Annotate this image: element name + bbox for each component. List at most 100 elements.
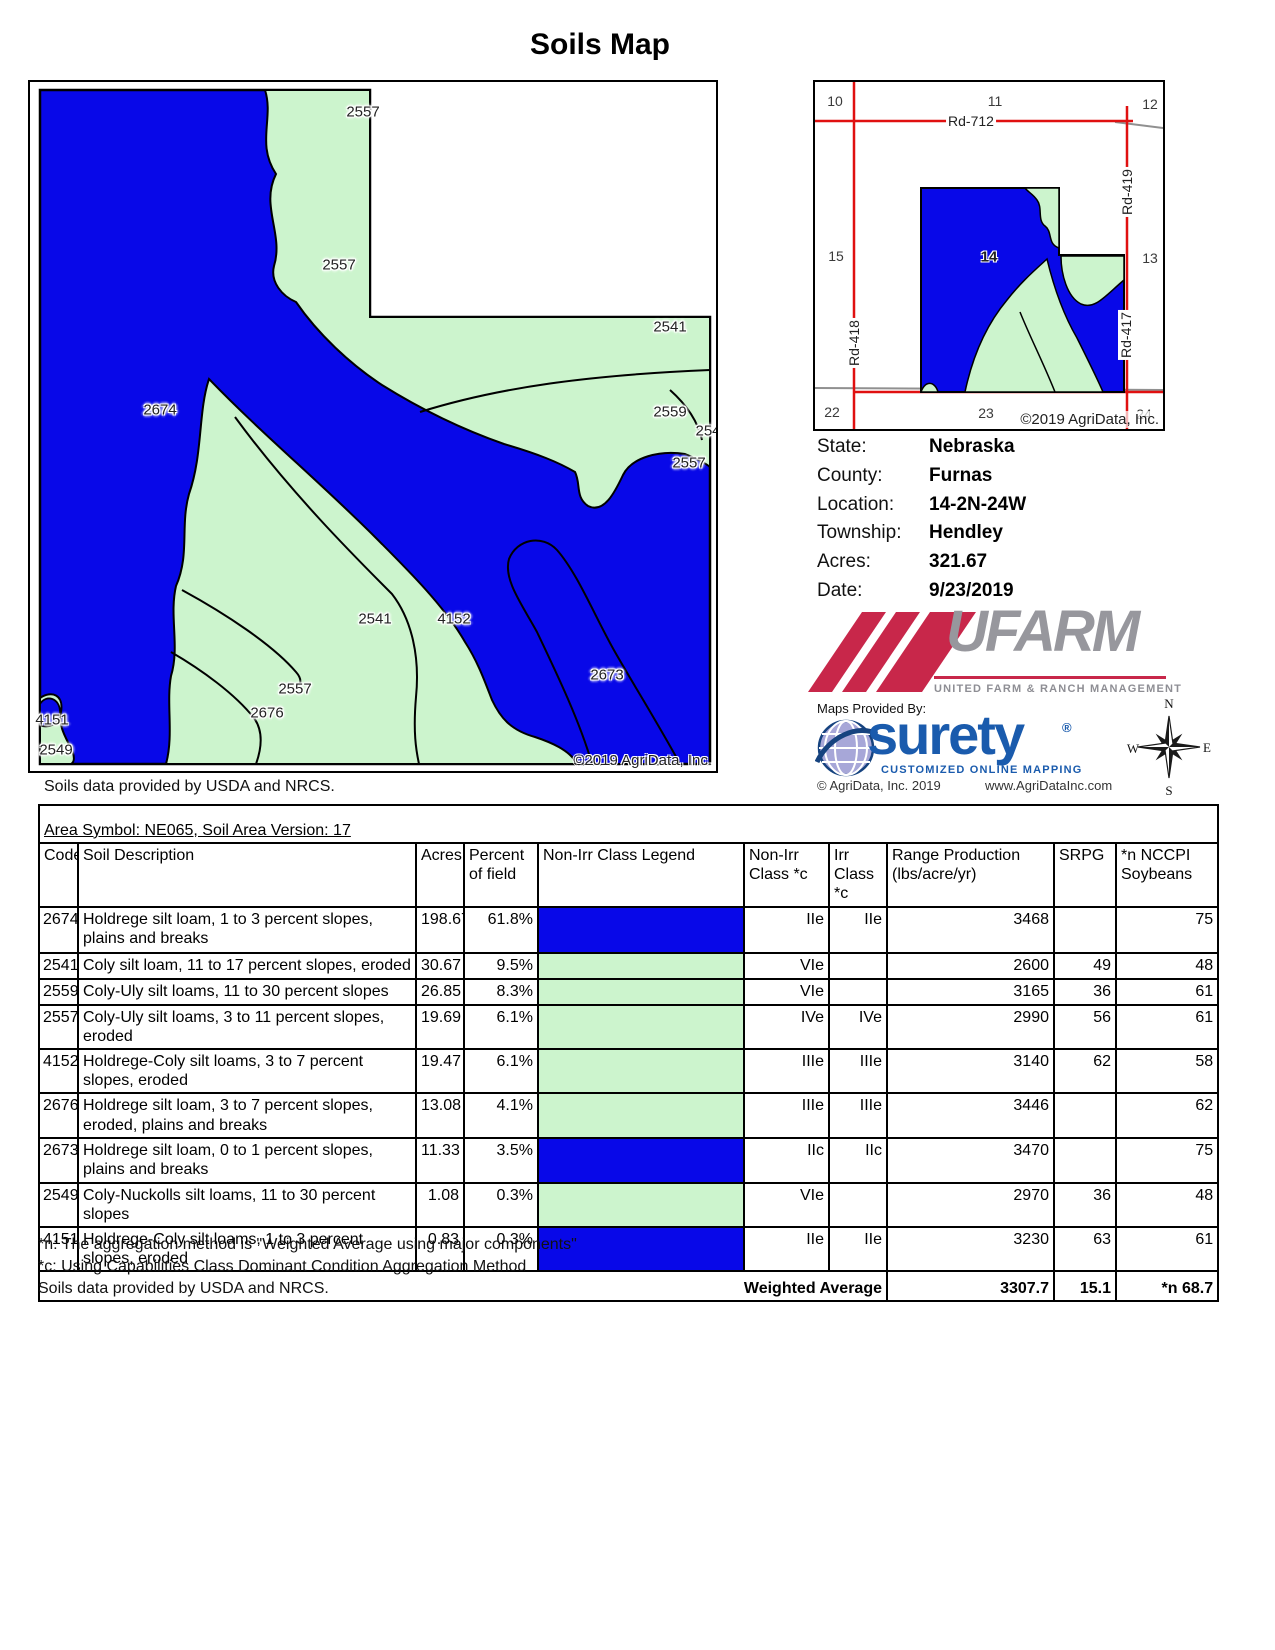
locator-green bbox=[964, 257, 1105, 393]
road-label-rd417: Rd-417 bbox=[1118, 310, 1134, 360]
section-number: 10 bbox=[827, 93, 843, 109]
legend-swatch bbox=[537, 905, 745, 954]
table-row: 4151 Holdrege-Coly silt loams, 1 to 3 pe… bbox=[38, 1226, 1220, 1273]
cell-description: Holdrege silt loam, 0 to 1 percent slope… bbox=[77, 1136, 417, 1184]
cell-non-irr-class: IIc bbox=[743, 1136, 830, 1184]
soil-boundary-line bbox=[234, 416, 420, 765]
surety-tagline: CUSTOMIZED ONLINE MAPPING bbox=[881, 764, 1083, 776]
cell-nccpi: 61 bbox=[1114, 1226, 1220, 1273]
soil-label: 2541 bbox=[358, 610, 392, 628]
col-header-description: Soil Description bbox=[77, 842, 417, 908]
cell-acres: 1.08 bbox=[415, 1181, 465, 1229]
col-header-legend: Non-Irr Class Legend bbox=[537, 842, 745, 908]
info-row-county: County: Furnas bbox=[817, 465, 1177, 487]
cell-irr-class: IIc bbox=[828, 1136, 888, 1184]
cell-code: 4151 bbox=[38, 1226, 79, 1273]
soil-label: 4152 bbox=[437, 610, 471, 628]
cell-irr-class: IIe bbox=[828, 905, 888, 954]
soil-label: 4151 bbox=[35, 711, 69, 729]
cell-range-production: 3230 bbox=[886, 1226, 1055, 1273]
cell-range-production: 3140 bbox=[886, 1047, 1055, 1095]
cell-irr-class bbox=[828, 951, 888, 980]
soil-label: 2673 bbox=[590, 666, 624, 684]
legend-swatch bbox=[537, 1003, 745, 1050]
compass-n-label: N bbox=[1164, 696, 1174, 711]
compass-star-icon bbox=[1137, 715, 1201, 779]
cell-range-production: 3470 bbox=[886, 1136, 1055, 1184]
ufarm-divider bbox=[934, 676, 1166, 679]
info-value: 9/23/2019 bbox=[929, 580, 1014, 601]
cell-description: Holdrege-Coly silt loams, 3 to 7 percent… bbox=[77, 1047, 417, 1095]
cell-range-production: 3468 bbox=[886, 905, 1055, 954]
cell-non-irr-class: IIIe bbox=[743, 1092, 830, 1139]
highlighted-section-number: 14 bbox=[980, 248, 998, 266]
section-number: 13 bbox=[1142, 250, 1158, 266]
legend-swatch bbox=[537, 951, 745, 980]
footnote-n: *n: The aggregation method is "Weighted … bbox=[38, 1236, 577, 1253]
cell-code: 2676 bbox=[38, 1092, 79, 1139]
info-label: County: bbox=[817, 465, 883, 486]
table-row: 2674 Holdrege silt loam, 1 to 3 percent … bbox=[38, 905, 1220, 954]
compass-s-label: S bbox=[1165, 783, 1173, 798]
cell-description: Coly silt loam, 11 to 17 percent slopes,… bbox=[77, 951, 417, 980]
soil-label: 2674 bbox=[143, 401, 177, 419]
locator-green bbox=[1023, 187, 1060, 250]
table-row: 2559 Coly-Uly silt loams, 11 to 30 perce… bbox=[38, 977, 1220, 1006]
cell-description: Coly-Uly silt loams, 11 to 30 percent sl… bbox=[77, 977, 417, 1006]
section-number: 15 bbox=[828, 248, 844, 264]
cell-percent: 6.1% bbox=[463, 1047, 539, 1095]
cell-non-irr-class: VIe bbox=[743, 1181, 830, 1229]
cell-description: Coly-Nuckolls silt loams, 11 to 30 perce… bbox=[77, 1181, 417, 1229]
info-value: Furnas bbox=[929, 465, 993, 486]
cell-non-irr-class: IIe bbox=[743, 905, 830, 954]
info-label: Acres: bbox=[817, 551, 871, 572]
table-header-row: Code Soil Description Acres Percent of f… bbox=[38, 842, 1220, 908]
compass-e-label: E bbox=[1203, 740, 1211, 755]
cell-percent: 8.3% bbox=[463, 977, 539, 1006]
col-header-nccpi: *n NCCPI Soybeans bbox=[1114, 842, 1220, 908]
cell-nccpi: 61 bbox=[1114, 1003, 1220, 1050]
compass-w-label: W bbox=[1126, 741, 1140, 756]
cell-srpg: 62 bbox=[1053, 1047, 1117, 1095]
weighted-average-label: Weighted Average bbox=[38, 1270, 888, 1303]
cell-percent: 61.8% bbox=[463, 905, 539, 954]
road-label-rd418: Rd-418 bbox=[846, 318, 862, 368]
soil-boundary-line bbox=[181, 589, 302, 691]
table-row: 2557 Coly-Uly silt loams, 3 to 11 percen… bbox=[38, 1003, 1220, 1050]
cell-acres: 0.83 bbox=[415, 1226, 465, 1273]
info-value: Hendley bbox=[929, 522, 1003, 543]
cell-irr-class bbox=[828, 1181, 888, 1229]
cell-irr-class: IIe bbox=[828, 1226, 888, 1273]
col-header-irr-class: Irr Class *c bbox=[828, 842, 888, 908]
section-locator-map: 10 11 12 15 13 22 23 24 14 Rd-712 Rd-419… bbox=[813, 80, 1165, 431]
soil-boundary-line bbox=[170, 651, 262, 765]
cell-irr-class: IIIe bbox=[828, 1047, 888, 1095]
cell-range-production: 2600 bbox=[886, 951, 1055, 980]
table-row: 4152 Holdrege-Coly silt loams, 3 to 7 pe… bbox=[38, 1047, 1220, 1095]
area-symbol-row: Area Symbol: NE065, Soil Area Version: 1… bbox=[37, 804, 1220, 844]
compass-rose: N E S W bbox=[1127, 692, 1213, 802]
globe-icon bbox=[814, 719, 879, 777]
ufarm-wordmark: UFARM bbox=[946, 599, 1140, 664]
cell-non-irr-class: VIe bbox=[743, 951, 830, 980]
cell-irr-class bbox=[828, 977, 888, 1006]
cell-srpg: 56 bbox=[1053, 1003, 1117, 1050]
cell-nccpi: 61 bbox=[1114, 977, 1220, 1006]
road-label-rd419: Rd-419 bbox=[1119, 167, 1135, 217]
cell-srpg bbox=[1053, 905, 1117, 954]
col-header-non-irr-class: Non-Irr Class *c bbox=[743, 842, 830, 908]
info-value: 14-2N-24W bbox=[929, 494, 1027, 515]
cell-description: Coly-Uly silt loams, 3 to 11 percent slo… bbox=[77, 1003, 417, 1050]
table-row: 2676 Holdrege silt loam, 3 to 7 percent … bbox=[38, 1092, 1220, 1139]
section-number: 12 bbox=[1142, 96, 1158, 112]
ufarm-stripes-icon bbox=[808, 612, 976, 692]
map-source-note: Soils data provided by USDA and NRCS. bbox=[44, 778, 335, 795]
locator-green bbox=[919, 382, 939, 393]
info-row-location: Location: 14-2N-24W bbox=[817, 494, 1177, 516]
cell-srpg: 36 bbox=[1053, 977, 1117, 1006]
soil-label: 2557 bbox=[672, 454, 706, 472]
agridata-website: www.AgriDataInc.com bbox=[985, 778, 1113, 793]
soil-region-green-center bbox=[164, 377, 579, 765]
weighted-srpg: 15.1 bbox=[1053, 1270, 1117, 1303]
cell-acres: 26.85 bbox=[415, 977, 465, 1006]
